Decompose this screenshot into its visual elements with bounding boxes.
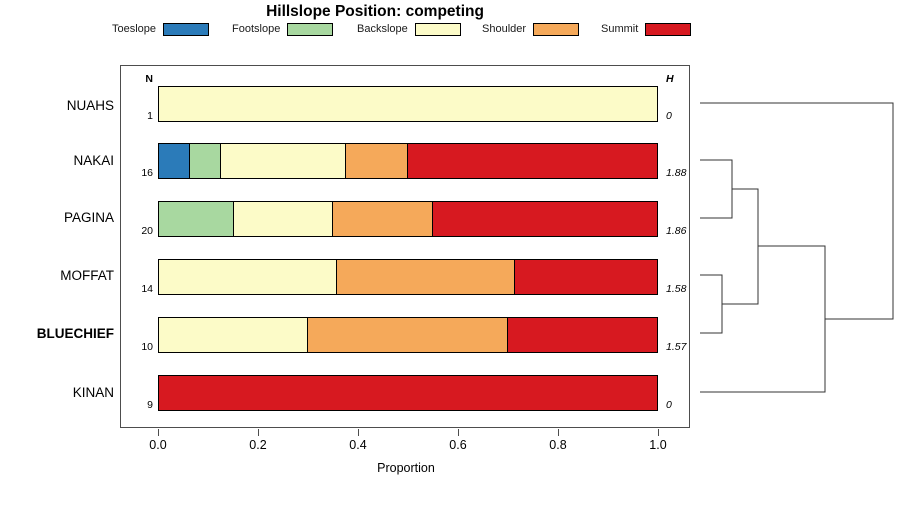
dendro-merge-nakai-pagina [700,159,733,219]
legend: Toeslope Footslope Backslope Shoulder Su… [112,21,752,37]
segment-backslope [159,260,337,294]
legend-swatch-footslope [287,22,334,36]
segment-shoulder [333,202,433,236]
axis-tick [558,429,559,436]
segment-backslope [159,87,657,121]
legend-swatch-summit [645,22,692,36]
segment-backslope [221,144,346,178]
legend-item-shoulder: Shoulder [482,21,580,37]
legend-label: Shoulder [482,23,527,35]
segment-footslope [159,202,234,236]
plot-panel: N H 1 0 16 1.88 [120,65,690,475]
bar-row-nakai [158,143,658,179]
n-value-nakai: 16 [141,167,153,179]
legend-swatch-shoulder [533,22,580,36]
row-label-nakai: NAKAI [73,153,114,168]
row-label-kinan: KINAN [72,385,114,400]
axis-tick [658,429,659,436]
segment-footslope [190,144,222,178]
row-label-pagina: PAGINA [63,210,114,225]
axis-tick [358,429,359,436]
column-header-h: H [666,73,674,85]
axis-tick-label: 1.0 [649,438,667,452]
row-label-moffat: MOFFAT [60,268,114,283]
dendrogram-svg [700,102,894,393]
stacked-bar [158,375,658,411]
n-value-bluechief: 10 [141,341,153,353]
n-value-nuahs: 1 [147,110,153,122]
page-title: Hillslope Position: competing [266,3,484,20]
dendro-merge-node4 [700,245,826,393]
legend-swatch-toeslope [163,22,210,36]
stacked-bar [158,86,658,122]
h-value-nuahs: 0 [666,110,672,122]
stacked-bar [158,143,658,179]
h-value-pagina: 1.86 [666,225,687,237]
segment-summit [507,318,657,352]
axis-tick [458,429,459,436]
bar-row-bluechief [158,317,658,353]
axis-tick-label: 0.6 [449,438,467,452]
segment-summit [514,260,657,294]
h-value-bluechief: 1.57 [666,341,687,353]
segment-toeslope [159,144,191,178]
legend-item-toeslope: Toeslope [112,21,210,37]
n-value-moffat: 14 [141,283,153,295]
stacked-bar [158,201,658,237]
bar-row-kinan [158,375,658,411]
axis-tick [258,429,259,436]
axis-tick-label: 0.2 [249,438,267,452]
n-value-kinan: 9 [147,399,153,411]
legend-label: Summit [601,23,639,35]
h-value-kinan: 0 [666,399,672,411]
dendrogram [690,0,900,500]
legend-item-footslope: Footslope [232,21,334,37]
legend-swatch-backslope [414,22,461,36]
segment-backslope [159,318,309,352]
row-label-bluechief: BLUECHIEF [36,326,114,341]
h-value-moffat: 1.58 [666,283,687,295]
axis-tick-label: 0.0 [149,438,167,452]
legend-label: Toeslope [112,23,157,35]
stacked-bar [158,259,658,295]
n-value-pagina: 20 [141,225,153,237]
dendro-merge-node3 [722,188,759,305]
segment-summit [408,144,657,178]
legend-item-backslope: Backslope [357,21,461,37]
row-label-nuahs: NUAHS [66,98,114,113]
dendro-merge-moffat-bluechief [700,274,723,334]
axis-tick-label: 0.4 [349,438,367,452]
segment-summit [159,376,657,410]
stacked-bar [158,317,658,353]
bar-row-moffat [158,259,658,295]
dendro-root [700,102,894,320]
axis-tick [158,429,159,436]
x-axis-title: Proportion [377,461,435,475]
axis-tick-label: 0.8 [549,438,567,452]
segment-shoulder [308,318,508,352]
legend-label: Footslope [232,23,281,35]
bar-row-nuahs [158,86,658,122]
legend-label: Backslope [357,23,408,35]
bar-row-pagina [158,201,658,237]
segment-shoulder [345,144,408,178]
segment-shoulder [336,260,515,294]
column-header-n: N [145,73,153,85]
segment-summit [432,202,657,236]
legend-item-summit: Summit [601,21,692,37]
h-value-nakai: 1.88 [666,167,687,179]
segment-backslope [233,202,334,236]
